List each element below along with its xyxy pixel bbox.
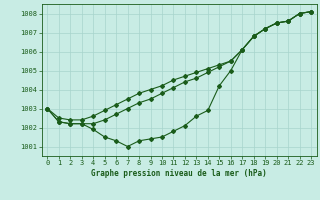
X-axis label: Graphe pression niveau de la mer (hPa): Graphe pression niveau de la mer (hPa) bbox=[91, 169, 267, 178]
